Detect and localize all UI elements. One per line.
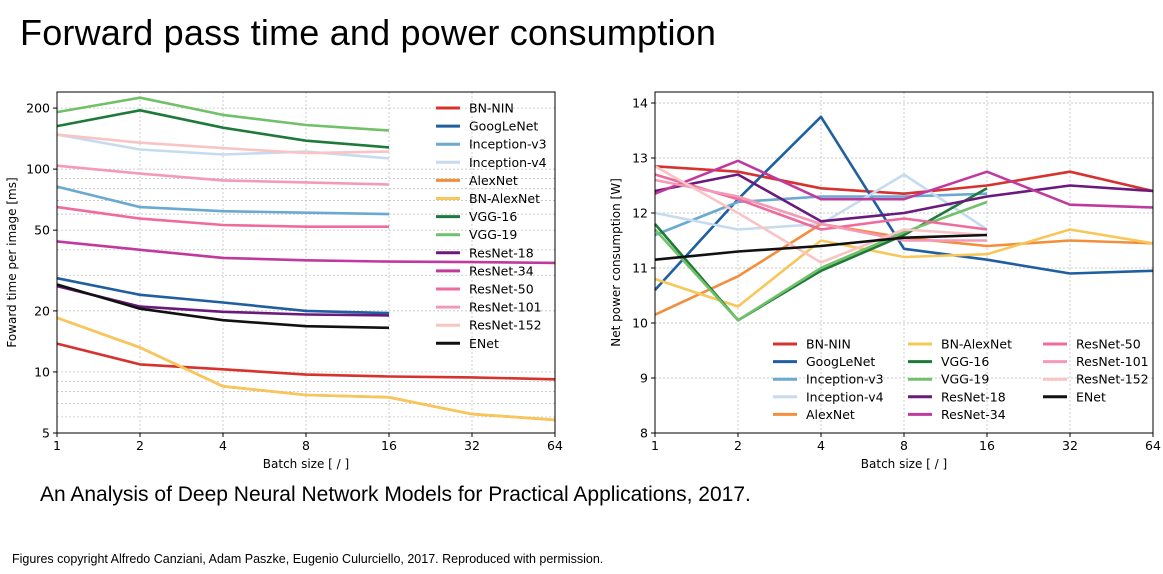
legend-label-bn-alexnet: BN-AlexNet: [941, 337, 1012, 352]
y-tick-label: 100: [26, 162, 50, 177]
x-tick-label: 4: [817, 438, 825, 453]
series-line-enet: [56, 283, 390, 330]
y-tick-label: 12: [632, 206, 648, 221]
legend: BN-NIN GoogLeNet Inception-v3 Inception-v4 A…: [436, 101, 547, 351]
series-line-enet: [654, 233, 988, 261]
y-tick-label: 9: [640, 371, 648, 386]
legend-label-resnet-34: ResNet-34: [941, 407, 1006, 422]
legend-label-resnet-101: ResNet-101: [469, 300, 542, 315]
legend-label-alexnet: AlexNet: [806, 407, 855, 422]
series-line-resnet-34: [654, 159, 1154, 209]
x-tick-label: 4: [219, 438, 227, 453]
x-tick-label: 64: [547, 438, 563, 453]
y-axis-label: Net power consumption [W]: [609, 178, 623, 347]
legend-label-resnet-18: ResNet-18: [941, 389, 1006, 404]
x-tick-label: 1: [651, 438, 659, 453]
y-tick-label: 200: [26, 101, 50, 116]
y-tick-label: 5: [42, 426, 50, 441]
y-tick-label: 20: [34, 303, 50, 318]
legend-label-resnet-152: ResNet-152: [469, 318, 542, 333]
y-tick-label: 10: [34, 364, 50, 379]
x-tick-label: 64: [1145, 438, 1161, 453]
series-line-googlenet: [56, 276, 390, 315]
legend-label-inception-v3: Inception-v3: [806, 372, 884, 387]
x-tick-label: 2: [136, 438, 144, 453]
series-line-resnet-18: [654, 173, 1154, 223]
y-tick-label: 50: [34, 223, 50, 238]
legend-label-inception-v4: Inception-v4: [469, 155, 547, 170]
series-line-resnet-101: [654, 178, 987, 242]
legend-label-enet: ENet: [1076, 389, 1106, 404]
series-line-bn-nin: [654, 165, 1154, 195]
y-tick-label: 14: [632, 96, 648, 111]
x-axis-label: Batch size [ / ]: [861, 457, 947, 471]
series-lines: [56, 96, 556, 422]
paper-caption: An Analysis of Deep Neural Network Model…: [40, 483, 751, 506]
legend-label-resnet-101: ResNet-101: [1076, 354, 1149, 369]
legend-label-alexnet: AlexNet: [469, 173, 518, 188]
series-line-resnet-152: [56, 133, 390, 155]
legend-label-inception-v3: Inception-v3: [469, 137, 547, 152]
legend-label-bn-alexnet: BN-AlexNet: [469, 191, 540, 206]
legend-label-vgg-19: VGG-19: [469, 227, 517, 242]
y-tick-label: 13: [632, 151, 648, 166]
x-tick-label: 16: [979, 438, 995, 453]
series-line-bn-alexnet: [654, 228, 1154, 308]
legend-label-vgg-16: VGG-16: [941, 354, 989, 369]
x-tick-label: 1: [53, 438, 61, 453]
legend: BN-NIN GoogLeNet Inception-v3 Inception-v4 A…: [773, 337, 1149, 422]
y-tick-label: 10: [632, 316, 648, 331]
legend-label-googlenet: GoogLeNet: [806, 354, 875, 369]
legend-label-inception-v4: Inception-v4: [806, 389, 884, 404]
x-tick-label: 32: [464, 438, 480, 453]
y-tick-label: 11: [632, 261, 648, 276]
x-tick-label: 32: [1062, 438, 1078, 453]
x-axis-label: Batch size [ / ]: [263, 457, 349, 471]
series-line-resnet-101: [56, 164, 390, 186]
legend-label-bn-nin: BN-NIN: [806, 337, 851, 352]
y-axis-label: Foward time per image [ms]: [5, 177, 19, 347]
series-line-vgg-16: [56, 108, 390, 149]
series-line-resnet-152: [654, 165, 988, 264]
series-line-bn-alexnet: [56, 316, 556, 422]
series-lines: [654, 115, 1154, 322]
copyright-note: Figures copyright Alfredo Canziani, Adam…: [12, 552, 604, 566]
legend-label-vgg-16: VGG-16: [469, 209, 517, 224]
x-tick-label: 8: [900, 438, 908, 453]
forward-time-chart: 1 2 4 8 16 32 64 5 10 20 50 100 200 Batch size [ / ] F…: [5, 91, 563, 471]
legend-label-googlenet: GoogLeNet: [469, 119, 538, 134]
legend-label-resnet-50: ResNet-50: [1076, 337, 1141, 352]
x-tick-label: 8: [302, 438, 310, 453]
y-tick-label: 8: [640, 426, 648, 441]
series-line-bn-nin: [56, 342, 556, 381]
legend-label-resnet-18: ResNet-18: [469, 245, 534, 260]
legend-label-bn-nin: BN-NIN: [469, 101, 514, 116]
legend-label-resnet-34: ResNet-34: [469, 263, 534, 278]
x-tick-label: 2: [734, 438, 742, 453]
series-line-inception-v3: [56, 185, 390, 216]
legend-label-resnet-50: ResNet-50: [469, 282, 534, 297]
legend-label-vgg-19: VGG-19: [941, 372, 989, 387]
x-tick-label: 16: [381, 438, 397, 453]
series-line-vgg-19: [56, 96, 390, 132]
legend-label-enet: ENet: [469, 336, 499, 351]
slide-title: Forward pass time and power consumption: [20, 12, 717, 53]
series-line-inception-v3: [654, 192, 988, 237]
series-line-resnet-50: [56, 205, 389, 228]
series-line-resnet-34: [56, 240, 556, 265]
legend-label-resnet-152: ResNet-152: [1076, 372, 1149, 387]
